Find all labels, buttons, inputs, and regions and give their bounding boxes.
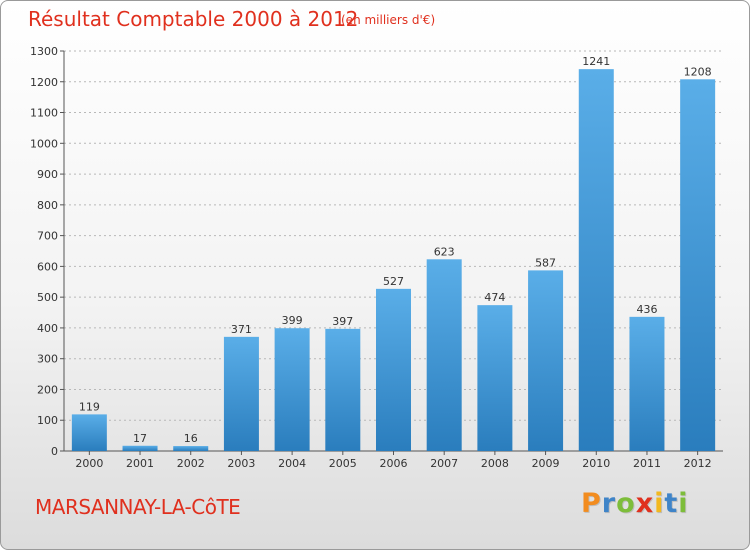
data-label: 527: [383, 275, 404, 288]
y-tick-label: 1200: [30, 76, 58, 89]
data-labels: 119 17 16 371 399 397 527 623 474 587 1241 436 1208: [79, 55, 712, 445]
x-tick-label: 2012: [684, 457, 712, 470]
bar: [680, 79, 716, 452]
logo-letter: t: [664, 488, 679, 519]
commune-name: MARSANNAY-LA-CôTE: [35, 495, 241, 519]
data-label: 623: [434, 245, 455, 258]
y-tick-label: 100: [37, 414, 58, 427]
data-label: 119: [79, 400, 100, 413]
data-label: 399: [282, 314, 303, 327]
data-label: 474: [484, 291, 505, 304]
y-tick-label: 500: [37, 291, 58, 304]
y-tick-label: 600: [37, 260, 58, 273]
logo-letter: x: [635, 488, 655, 519]
data-label: 17: [133, 432, 147, 445]
bar: [426, 259, 462, 451]
y-tick-label: 1100: [30, 107, 58, 120]
bar: [629, 316, 665, 451]
bar: [223, 336, 259, 451]
chart-subtitle: (en milliers d'€): [341, 13, 436, 27]
bar: [71, 414, 107, 451]
data-label: 371: [231, 323, 252, 336]
bar: [173, 446, 209, 451]
bar: [477, 305, 513, 451]
data-label: 436: [636, 303, 657, 316]
axes: 0 100 200 300 400 500 600 700 800 900 1000 1100 1200…: [30, 45, 723, 470]
data-label: 587: [535, 256, 556, 269]
y-tick-label: 900: [37, 168, 58, 181]
y-tick-label: 1300: [30, 45, 58, 58]
chart-title: Résultat Comptable 2000 à 2012: [28, 7, 359, 31]
x-tick-label: 2009: [532, 457, 560, 470]
y-tick-label: 800: [37, 199, 58, 212]
bar: [376, 288, 411, 451]
x-tick-label: 2011: [633, 457, 661, 470]
data-label: 1208: [684, 65, 712, 78]
x-tick-label: 2008: [481, 457, 509, 470]
y-tick-label: 700: [37, 230, 58, 243]
bar: [325, 328, 361, 451]
bars: [71, 69, 716, 452]
logo-letter: i: [678, 488, 689, 519]
bar: [274, 328, 310, 451]
y-tick-label: 300: [37, 353, 58, 366]
bar: [578, 69, 614, 452]
data-label: 16: [184, 432, 198, 445]
y-tick-label: 400: [37, 322, 58, 335]
x-tick-label: 2004: [278, 457, 306, 470]
x-tick-label: 2000: [75, 457, 103, 470]
x-tick-label: 2006: [380, 457, 408, 470]
x-tick-label: 2010: [582, 457, 610, 470]
logo-letter: r: [601, 488, 617, 519]
x-tick-label: 2007: [430, 457, 458, 470]
x-tick-label: 2001: [126, 457, 154, 470]
proxiti-logo: Proxiti: [581, 488, 689, 519]
logo-letter: o: [616, 488, 636, 519]
y-tick-label: 1000: [30, 137, 58, 150]
logo-letter: P: [581, 488, 602, 519]
x-tick-label: 2003: [227, 457, 255, 470]
logo-letter: i: [654, 488, 665, 519]
x-tick-label: 2002: [177, 457, 205, 470]
bar: [528, 270, 564, 451]
data-label: 1241: [582, 55, 610, 68]
bar: [122, 445, 158, 451]
x-tick-label: 2005: [329, 457, 357, 470]
y-tick-label: 0: [51, 445, 58, 458]
data-label: 397: [332, 315, 353, 328]
y-tick-label: 200: [37, 383, 58, 396]
